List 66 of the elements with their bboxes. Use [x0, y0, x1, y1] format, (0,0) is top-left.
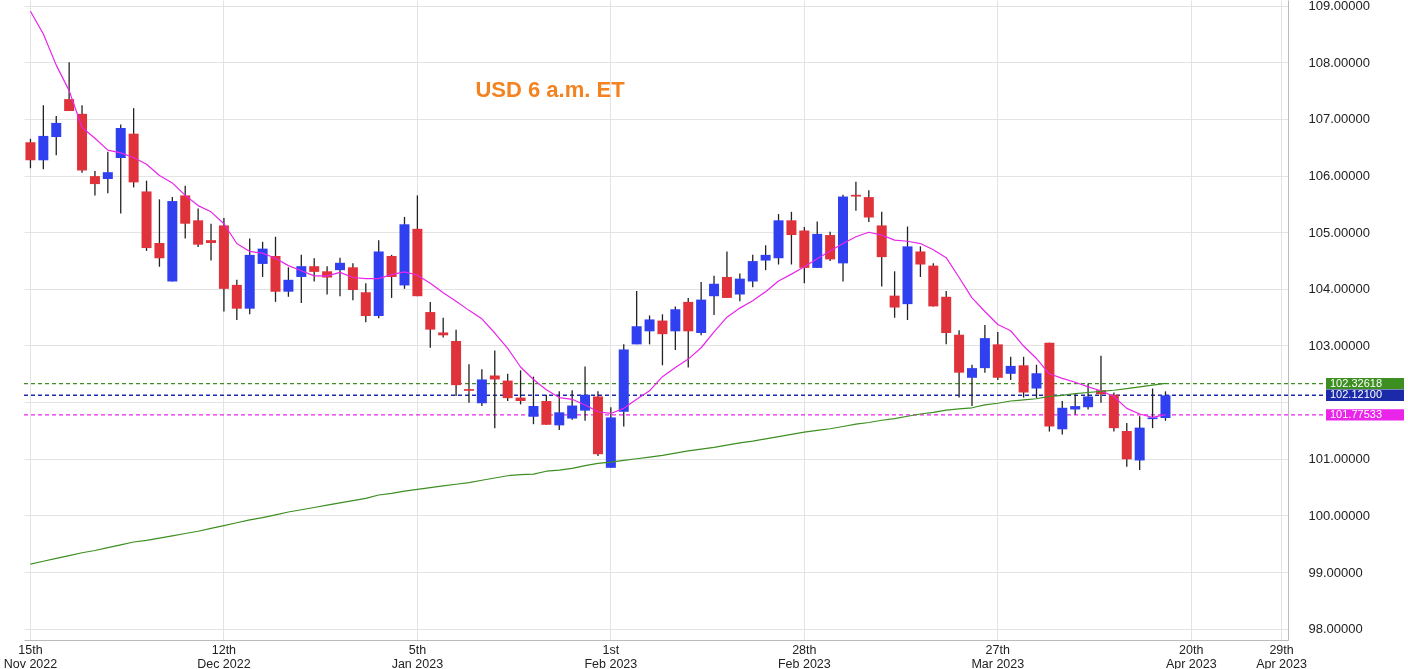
candlestick — [541, 394, 552, 426]
candlestick — [335, 257, 345, 297]
y-tick-label: 106.00000 — [1308, 168, 1370, 184]
candlestick — [322, 265, 333, 296]
candlestick — [1160, 390, 1171, 422]
candlestick — [102, 151, 113, 194]
ref-line-label: 102.12100 — [1330, 388, 1382, 401]
annotation: USD 6 a.m. ET — [475, 77, 626, 102]
y-tick-label: 101.00000 — [1308, 451, 1370, 467]
candlestick — [1083, 382, 1094, 411]
candlestick — [554, 390, 565, 431]
y-tick-label: 103.00000 — [1308, 337, 1370, 353]
candlestick — [386, 254, 397, 299]
x-tick-label: 15th Nov 2022 — [3, 642, 58, 669]
candlestick — [644, 314, 655, 345]
candlestick — [154, 198, 165, 268]
candlestick — [528, 375, 539, 425]
y-tick-label: 109.00000 — [1308, 0, 1370, 14]
candlestick — [734, 272, 745, 302]
x-tick-label: 1st Feb 2023 — [584, 642, 638, 669]
candlestick — [425, 301, 436, 349]
y-tick-label: 107.00000 — [1308, 111, 1370, 127]
y-tick-label: 98.00000 — [1308, 621, 1363, 637]
candlestick — [1057, 400, 1068, 436]
candlestick — [502, 373, 513, 402]
ref-line-label: 101.77533 — [1330, 407, 1382, 420]
candlestick — [64, 61, 75, 112]
candlestick — [850, 181, 861, 212]
candlestick — [1031, 364, 1042, 399]
candlestick — [231, 279, 242, 321]
y-tick-label: 105.00000 — [1308, 224, 1370, 240]
x-tick-label: 28th Feb 2023 — [777, 642, 831, 669]
candlestick — [631, 290, 642, 345]
candlestick — [760, 244, 771, 271]
candlestick — [747, 254, 758, 288]
candlestick — [709, 275, 720, 316]
candlestick — [463, 363, 474, 404]
y-tick-label: 99.00000 — [1308, 564, 1363, 580]
candlestick — [721, 250, 732, 299]
candlestick — [1005, 356, 1016, 381]
y-tick-label: 100.00000 — [1308, 507, 1370, 523]
candlestick — [580, 365, 591, 422]
candlestick — [347, 262, 358, 301]
candlestick — [670, 305, 681, 351]
candlestick — [283, 266, 294, 298]
candlestick — [360, 282, 371, 323]
candlestick — [863, 189, 874, 223]
candlestick — [206, 223, 217, 262]
candlestick — [567, 389, 578, 421]
candlestick — [657, 313, 668, 366]
candlestick — [967, 364, 977, 407]
y-tick-label: 108.00000 — [1308, 54, 1370, 70]
x-tick-label: 27th Mar 2023 — [971, 642, 1025, 669]
candlestick — [25, 138, 36, 169]
candlestick — [309, 257, 320, 283]
x-tick-label: 12th Dec 2022 — [197, 642, 251, 669]
candlestick — [438, 317, 449, 339]
candlestick — [786, 211, 797, 266]
x-tick-label: 5th Jan 2023 — [391, 642, 444, 669]
candlestick — [889, 270, 900, 319]
candlestick — [476, 368, 487, 407]
candlestick — [89, 170, 100, 197]
ref-line-label: 102.32618 — [1330, 376, 1382, 389]
y-tick-label: 104.00000 — [1308, 281, 1370, 297]
candlestick — [51, 115, 62, 156]
candlestick — [915, 245, 926, 278]
